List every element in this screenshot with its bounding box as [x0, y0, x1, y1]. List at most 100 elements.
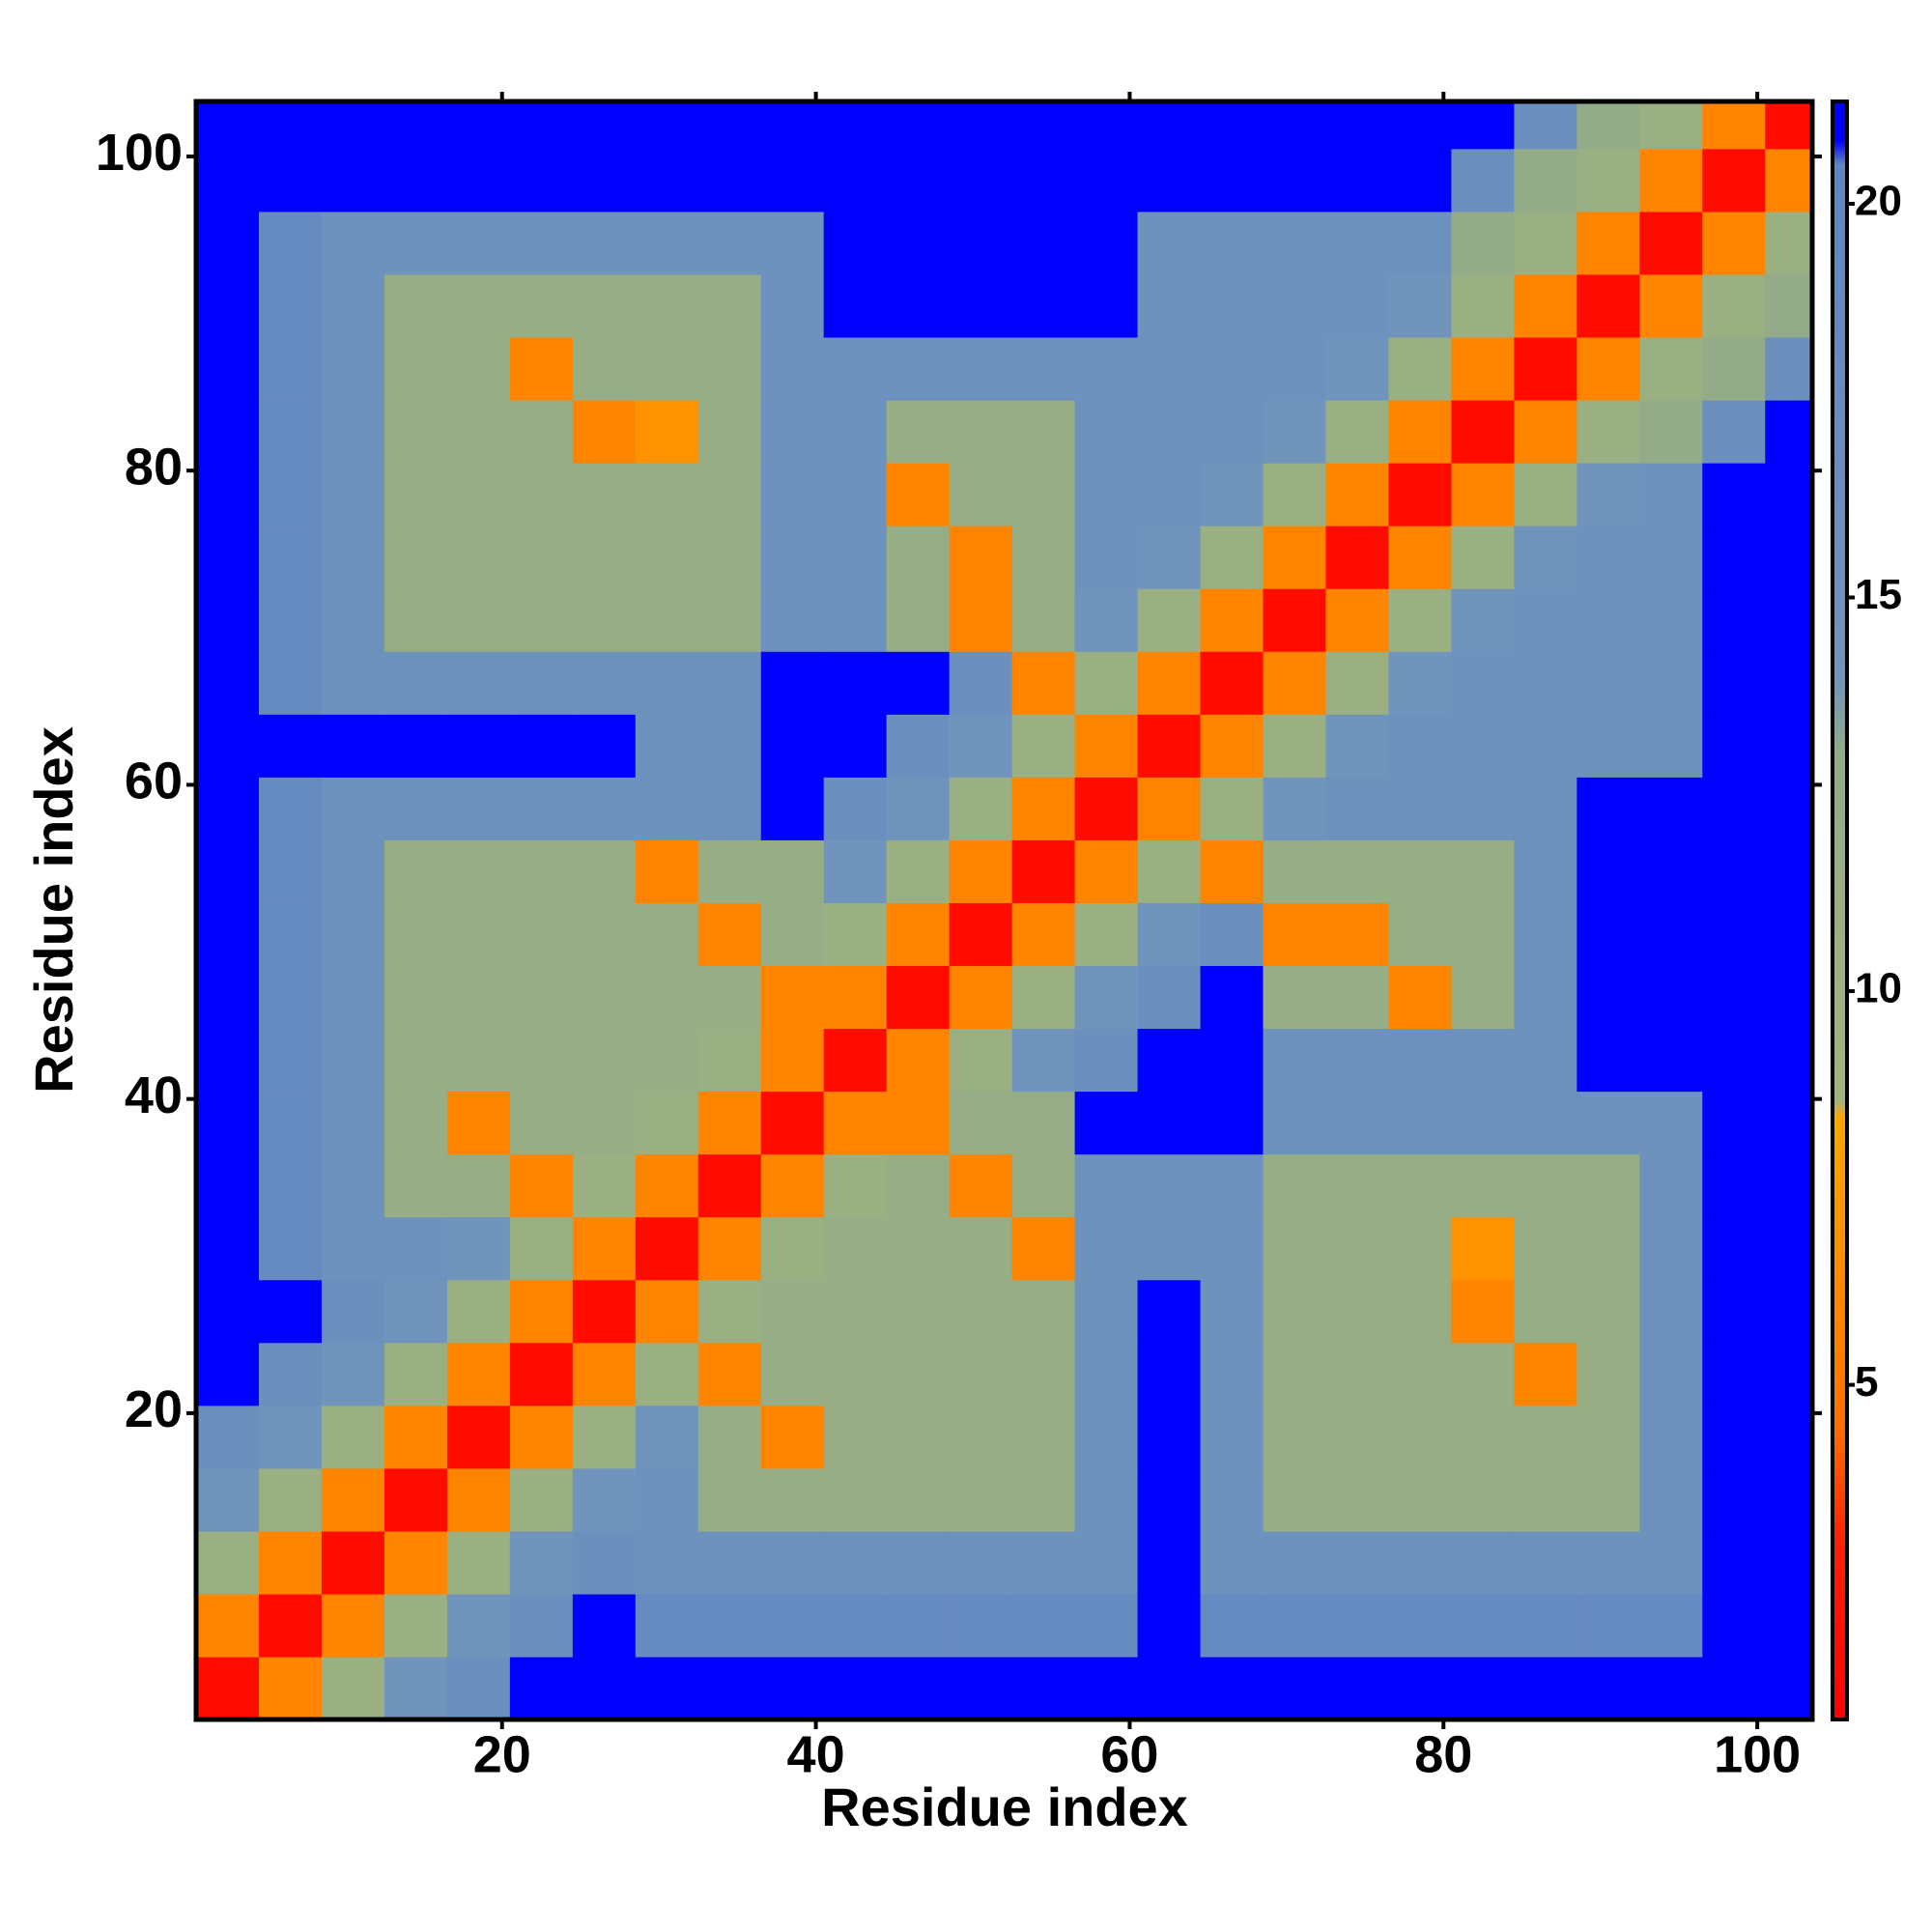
- heatmap-cell: [1514, 273, 1577, 338]
- heatmap-cell: [446, 1279, 511, 1344]
- heatmap-cell: [321, 526, 385, 589]
- heatmap-cell: [1451, 1091, 1515, 1155]
- heatmap-cell: [697, 1028, 762, 1093]
- heatmap-cell: [321, 1405, 385, 1469]
- heatmap-cell: [1577, 902, 1640, 967]
- heatmap-cell: [1577, 1405, 1640, 1469]
- heatmap-cell: [697, 1153, 762, 1218]
- heatmap-cell: [1263, 965, 1327, 1030]
- heatmap-cell: [886, 336, 951, 401]
- heatmap-cell: [321, 273, 385, 338]
- heatmap-cell: [1200, 1028, 1264, 1093]
- heatmap-cell: [1765, 1091, 1813, 1155]
- heatmap-cell: [509, 1405, 574, 1469]
- heatmap-cell: [384, 714, 448, 778]
- heatmap-cell: [258, 211, 323, 275]
- heatmap-cell: [823, 651, 888, 715]
- heatmap-cell: [1388, 588, 1453, 652]
- heatmap-cell: [823, 1091, 888, 1155]
- heatmap-cell: [1702, 1342, 1766, 1406]
- heatmap-cell: [1702, 651, 1766, 715]
- heatmap-cell: [321, 1467, 385, 1532]
- heatmap-cell: [760, 1028, 825, 1093]
- heatmap-cell: [1388, 526, 1453, 589]
- heatmap-cell: [1074, 1091, 1139, 1155]
- heatmap-cell: [196, 148, 260, 213]
- heatmap-cell: [384, 1405, 448, 1469]
- heatmap-cell: [1137, 399, 1202, 464]
- heatmap-cell: [1514, 1656, 1577, 1720]
- heatmap-cell: [886, 526, 951, 589]
- heatmap-cell: [1137, 1530, 1202, 1595]
- heatmap-cell: [1137, 1028, 1202, 1093]
- heatmap-cell: [1514, 1091, 1577, 1155]
- heatmap-cell: [258, 399, 323, 464]
- heatmap-cell: [1577, 1153, 1640, 1218]
- y-tick-label: 80: [125, 438, 183, 496]
- heatmap-cell: [1074, 399, 1139, 464]
- heatmap-cell: [1325, 1153, 1390, 1218]
- heatmap-cell: [572, 273, 637, 338]
- heatmap-cell: [1451, 1216, 1515, 1281]
- heatmap-cell: [1388, 101, 1453, 150]
- heatmap-cell: [1702, 588, 1766, 652]
- heatmap-cell: [1074, 588, 1139, 652]
- heatmap-cell: [1577, 588, 1640, 652]
- heatmap-cell: [321, 1342, 385, 1406]
- heatmap-cell: [635, 1279, 699, 1344]
- heatmap-cell: [572, 399, 637, 464]
- heatmap-cell: [697, 211, 762, 275]
- heatmap-cell: [886, 1467, 951, 1532]
- heatmap-cell: [509, 273, 574, 338]
- heatmap-cell: [823, 211, 888, 275]
- heatmap-cell: [1639, 714, 1703, 778]
- heatmap-cell: [823, 714, 888, 778]
- heatmap-cell: [1074, 1342, 1139, 1406]
- heatmap-cell: [258, 1405, 323, 1469]
- heatmap-cell: [1639, 526, 1703, 589]
- heatmap-cell: [1074, 148, 1139, 213]
- heatmap-cell: [321, 148, 385, 213]
- heatmap-cell: [258, 101, 323, 150]
- heatmap-cell: [1325, 399, 1390, 464]
- heatmap-cell: [196, 777, 260, 840]
- heatmap-cell: [886, 902, 951, 967]
- heatmap-cell: [1765, 399, 1813, 464]
- heatmap-cell: [1702, 1091, 1766, 1155]
- heatmap-cell: [949, 1028, 1013, 1093]
- heatmap-cell: [509, 1153, 574, 1218]
- heatmap-cell: [384, 1091, 448, 1155]
- heatmap-cell: [886, 463, 951, 526]
- heatmap-cell: [1263, 273, 1327, 338]
- heatmap-cell: [697, 902, 762, 967]
- heatmap-cell: [446, 336, 511, 401]
- heatmap-cell: [258, 714, 323, 778]
- heatmap-cell: [635, 839, 699, 903]
- heatmap-cell: [635, 965, 699, 1030]
- heatmap-cell: [1074, 1216, 1139, 1281]
- heatmap-cell: [1765, 777, 1813, 840]
- heatmap-cell: [1325, 1405, 1390, 1469]
- heatmap-cell: [949, 211, 1013, 275]
- heatmap-cell: [196, 1216, 260, 1281]
- heatmap-cell: [760, 1467, 825, 1532]
- heatmap-cell: [196, 101, 260, 150]
- heatmap-cell: [196, 1405, 260, 1469]
- heatmap-cell: [1388, 1405, 1453, 1469]
- colorbar-tick-label: 20: [1855, 178, 1902, 225]
- heatmap-cell: [760, 1279, 825, 1344]
- heatmap-cell: [446, 714, 511, 778]
- heatmap-cell: [1577, 211, 1640, 275]
- heatmap-cell: [823, 148, 888, 213]
- heatmap-cell: [1577, 651, 1640, 715]
- heatmap-cell: [1263, 1279, 1327, 1344]
- heatmap-cell: [321, 336, 385, 401]
- heatmap-cell: [1137, 1216, 1202, 1281]
- heatmap-cell: [1325, 588, 1390, 652]
- heatmap-cell: [949, 399, 1013, 464]
- heatmap-cell: [384, 902, 448, 967]
- heatmap-cell: [1702, 148, 1766, 213]
- heatmap-cell: [572, 714, 637, 778]
- heatmap-cell: [886, 1656, 951, 1720]
- heatmap-cell: [384, 651, 448, 715]
